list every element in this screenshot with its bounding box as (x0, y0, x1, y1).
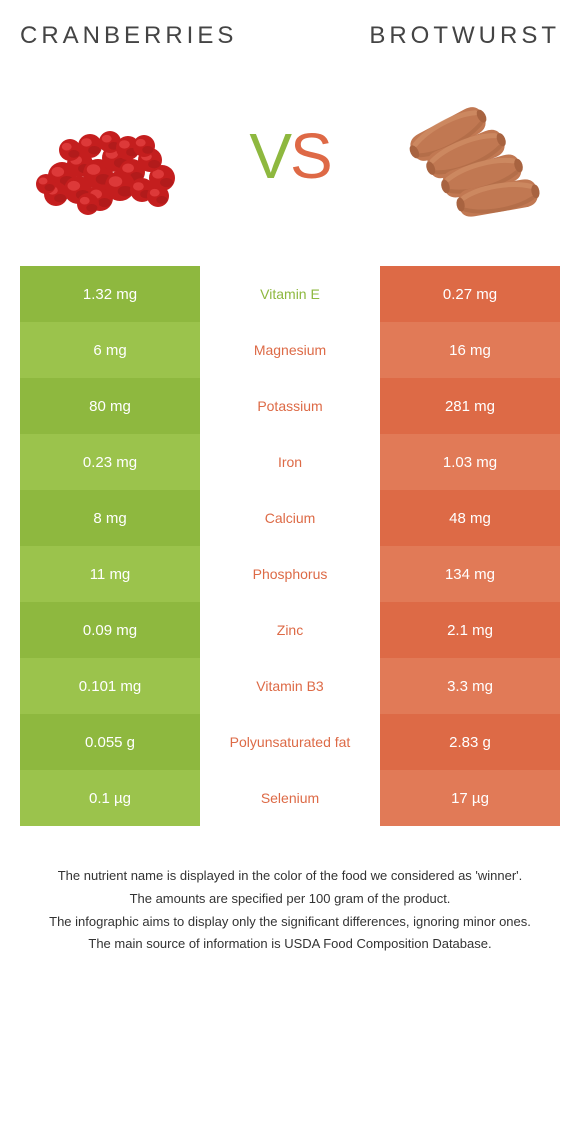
nutrient-name: Iron (200, 434, 380, 490)
right-value: 48 mg (380, 490, 560, 546)
table-row: 0.09 mgZinc2.1 mg (20, 602, 560, 658)
vs-label: VS (249, 119, 330, 193)
right-value: 17 µg (380, 770, 560, 826)
nutrient-name: Zinc (200, 602, 380, 658)
left-value: 6 mg (20, 322, 200, 378)
nutrient-name: Phosphorus (200, 546, 380, 602)
nutrient-table: 1.32 mgVitamin E0.27 mg6 mgMagnesium16 m… (20, 266, 560, 826)
nutrient-name: Vitamin B3 (200, 658, 380, 714)
left-value: 0.09 mg (20, 602, 200, 658)
right-value: 281 mg (380, 378, 560, 434)
table-row: 0.101 mgVitamin B33.3 mg (20, 658, 560, 714)
nutrient-name: Selenium (200, 770, 380, 826)
table-row: 11 mgPhosphorus134 mg (20, 546, 560, 602)
table-row: 0.23 mgIron1.03 mg (20, 434, 560, 490)
nutrient-name: Magnesium (200, 322, 380, 378)
right-value: 2.83 g (380, 714, 560, 770)
left-value: 8 mg (20, 490, 200, 546)
nutrient-name: Vitamin E (200, 266, 380, 322)
left-value: 11 mg (20, 546, 200, 602)
brotwurst-image (388, 86, 548, 226)
footnote-line: The nutrient name is displayed in the co… (28, 866, 552, 887)
left-value: 0.23 mg (20, 434, 200, 490)
right-value: 1.03 mg (380, 434, 560, 490)
right-value: 0.27 mg (380, 266, 560, 322)
table-row: 6 mgMagnesium16 mg (20, 322, 560, 378)
right-value: 2.1 mg (380, 602, 560, 658)
footnote-line: The infographic aims to display only the… (28, 912, 552, 933)
left-value: 80 mg (20, 378, 200, 434)
hero-row: VS (20, 86, 560, 226)
footnote-line: The amounts are specified per 100 gram o… (28, 889, 552, 910)
right-value: 16 mg (380, 322, 560, 378)
vs-v: V (249, 120, 290, 192)
table-row: 8 mgCalcium48 mg (20, 490, 560, 546)
table-row: 0.1 µgSelenium17 µg (20, 770, 560, 826)
table-row: 0.055 gPolyunsaturated fat2.83 g (20, 714, 560, 770)
left-value: 0.1 µg (20, 770, 200, 826)
footnotes: The nutrient name is displayed in the co… (20, 866, 560, 955)
cranberries-image (32, 86, 192, 226)
vs-s: S (290, 120, 331, 192)
footnote-line: The main source of information is USDA F… (28, 934, 552, 955)
right-value: 134 mg (380, 546, 560, 602)
nutrient-name: Potassium (200, 378, 380, 434)
right-value: 3.3 mg (380, 658, 560, 714)
table-row: 80 mgPotassium281 mg (20, 378, 560, 434)
left-value: 1.32 mg (20, 266, 200, 322)
nutrient-name: Polyunsaturated fat (200, 714, 380, 770)
left-food-title: CRANBERRIES (20, 22, 237, 50)
left-value: 0.101 mg (20, 658, 200, 714)
nutrient-name: Calcium (200, 490, 380, 546)
left-value: 0.055 g (20, 714, 200, 770)
right-food-title: BROTWURST (369, 22, 560, 50)
table-row: 1.32 mgVitamin E0.27 mg (20, 266, 560, 322)
